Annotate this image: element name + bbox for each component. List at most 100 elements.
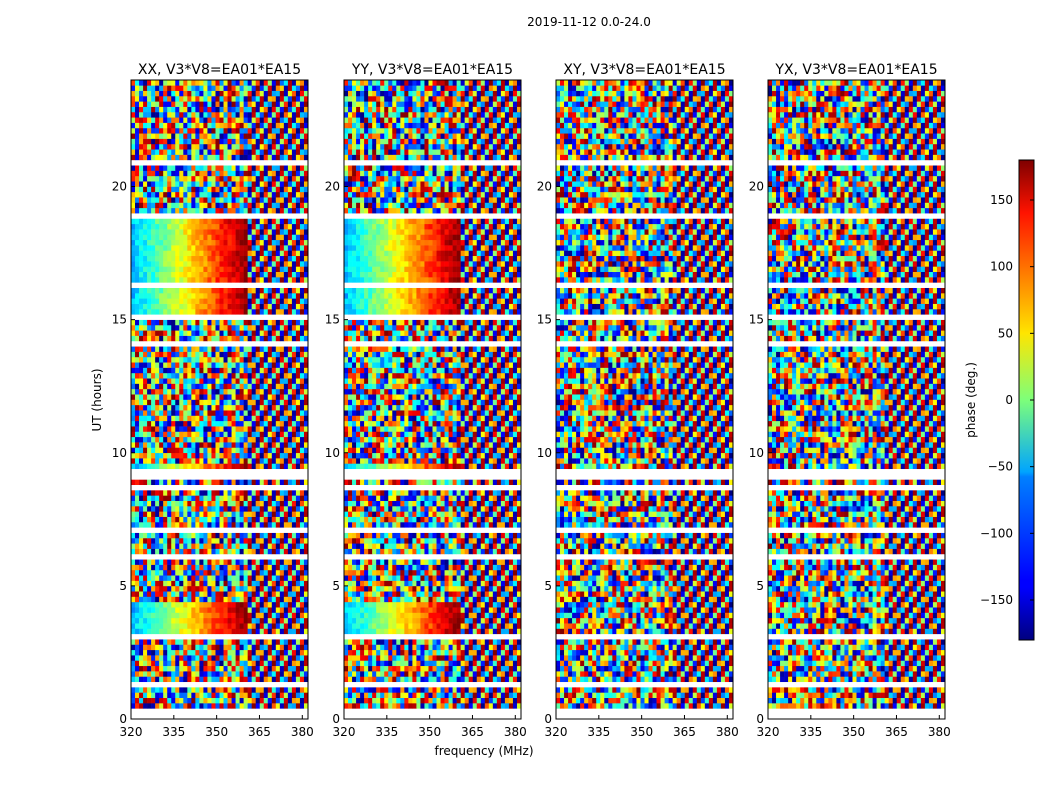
heat-cell <box>195 85 200 91</box>
heat-cell <box>155 170 160 177</box>
heat-cell <box>163 452 168 459</box>
heat-cell <box>235 80 240 86</box>
heat-cell <box>231 143 236 150</box>
heat-cell <box>163 703 168 709</box>
heat-cell <box>143 106 148 113</box>
heat-cell <box>303 378 309 384</box>
heat-cell <box>243 255 248 262</box>
heat-cell <box>263 426 269 432</box>
heat-cell <box>299 191 305 198</box>
heat-cell <box>464 676 469 683</box>
heat-cell <box>287 596 293 603</box>
heat-cell <box>303 415 309 422</box>
heat-cell <box>223 697 228 704</box>
heat-cell <box>279 623 285 629</box>
heat-cell <box>255 431 261 438</box>
heat-cell <box>291 564 297 571</box>
heat-cell <box>199 223 204 230</box>
heat-cell <box>171 346 176 352</box>
heat-cell <box>303 303 309 310</box>
heat-cell <box>139 479 144 486</box>
heat-cell <box>267 564 273 571</box>
heat-cell <box>139 500 144 507</box>
heat-cell <box>207 671 212 677</box>
heat-cell <box>255 394 261 400</box>
heat-cell <box>147 186 152 193</box>
heat-cell <box>191 458 196 464</box>
heat-cell <box>223 362 228 368</box>
heat-cell <box>251 245 256 251</box>
heat-cell <box>199 143 204 150</box>
heat-cell <box>235 293 240 299</box>
heat-cell <box>219 346 224 352</box>
heat-cell <box>227 261 232 267</box>
heat-cell <box>255 383 261 390</box>
heat-cell <box>167 154 172 161</box>
heat-cell <box>243 665 248 672</box>
heat-cell <box>219 612 224 619</box>
heat-cell <box>247 202 252 209</box>
heat-cell <box>155 372 160 379</box>
heat-cell <box>235 479 240 486</box>
heat-cell <box>227 655 232 661</box>
heat-cell <box>163 665 168 672</box>
heat-cell <box>203 186 208 193</box>
heat-cell <box>207 101 212 107</box>
heat-cell <box>267 101 273 107</box>
heat-cell <box>199 111 204 118</box>
heat-cell <box>295 703 301 709</box>
heat-cell <box>195 431 200 438</box>
heat-cell <box>151 596 156 603</box>
heat-cell <box>299 245 305 251</box>
heat-cell <box>468 676 474 683</box>
heat-cell <box>255 303 261 310</box>
heat-cell <box>191 101 196 107</box>
heat-cell <box>171 330 176 336</box>
heat-cell <box>179 335 184 342</box>
heat-cell <box>155 628 160 635</box>
heat-cell <box>171 575 176 581</box>
heat-cell <box>243 426 248 432</box>
heat-cell <box>295 644 301 651</box>
heat-cell <box>187 404 192 411</box>
heat-cell <box>215 106 220 113</box>
heat-cell <box>219 271 224 278</box>
heat-cell <box>231 250 236 257</box>
heat-cell <box>139 506 144 512</box>
heat-cell <box>155 644 160 651</box>
heat-cell <box>143 351 148 358</box>
heat-cell <box>167 447 172 454</box>
heat-cell <box>207 106 212 113</box>
heat-cell <box>384 697 389 704</box>
heat-cell <box>199 639 204 645</box>
heat-cell <box>239 170 244 177</box>
heat-cell <box>191 372 196 379</box>
heat-cell <box>223 388 228 395</box>
heat-cell <box>267 383 273 390</box>
heat-cell <box>135 511 140 517</box>
heat-cell <box>263 479 269 486</box>
heat-cell <box>195 351 200 358</box>
heat-cell <box>195 293 200 299</box>
heat-cell <box>231 335 236 342</box>
heat-cell <box>295 111 301 118</box>
heat-cell <box>139 665 144 672</box>
heat-cell <box>235 601 240 608</box>
heat-cell <box>203 665 208 672</box>
heat-cell <box>271 186 277 193</box>
heat-cell <box>279 426 285 432</box>
heat-cell <box>143 703 148 709</box>
heat-cell <box>199 644 204 651</box>
heat-cell <box>275 506 281 512</box>
heat-cell <box>235 207 240 214</box>
heat-cell <box>215 362 220 368</box>
heat-cell <box>171 436 176 443</box>
heat-cell <box>227 165 232 171</box>
heat-cell <box>199 404 204 411</box>
heat-cell <box>139 293 144 299</box>
heat-cell <box>155 143 160 150</box>
heat-cell <box>279 191 285 198</box>
heat-cell <box>227 85 232 91</box>
heat-cell <box>211 303 216 310</box>
heat-cell <box>139 623 144 629</box>
